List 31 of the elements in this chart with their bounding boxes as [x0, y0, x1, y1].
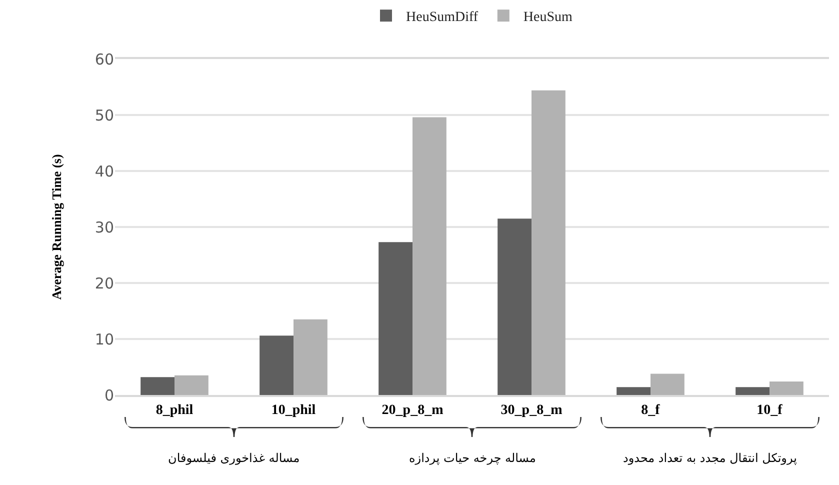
- x-tick-label: 30_p_8_m: [500, 402, 563, 418]
- y-tick-label: 40: [94, 162, 114, 180]
- bar: [532, 90, 566, 395]
- bar: [616, 387, 650, 395]
- legend-label: HeuSum: [523, 10, 573, 26]
- bar: [260, 336, 294, 395]
- text: مساله چرخه حیات پردازه: [409, 451, 536, 465]
- text: مساله غذاخوری فیلسوفان: [168, 451, 300, 465]
- bar: [498, 218, 532, 395]
- bar: [412, 117, 446, 395]
- y-axis-title: Average Running Time (s): [48, 154, 64, 300]
- bar: [770, 382, 804, 395]
- bar: [736, 387, 770, 395]
- bar: [294, 319, 328, 395]
- x-tick-label: 8_phil: [156, 402, 194, 418]
- x-tick-label: 20_p_8_m: [382, 402, 444, 418]
- y-tick-label: 50: [94, 106, 114, 124]
- y-tick-label: 30: [94, 218, 114, 236]
- legend-label: HeuSumDiff: [406, 10, 478, 26]
- bar: [174, 375, 208, 395]
- x-tick-label: 10_phil: [271, 402, 316, 418]
- x-tick-label: 8_f: [641, 402, 660, 418]
- y-tick-label: 0: [104, 386, 114, 404]
- x-tick-label: 10_f: [756, 402, 783, 418]
- bar: [140, 377, 174, 395]
- y-tick-label: 60: [94, 50, 114, 68]
- y-tick-label: 10: [94, 330, 114, 348]
- y-tick-label: 20: [94, 274, 114, 292]
- bar: [650, 374, 684, 395]
- text: پروتکل انتقال مجدد به تعداد محدود: [623, 451, 797, 465]
- bar: [378, 242, 412, 395]
